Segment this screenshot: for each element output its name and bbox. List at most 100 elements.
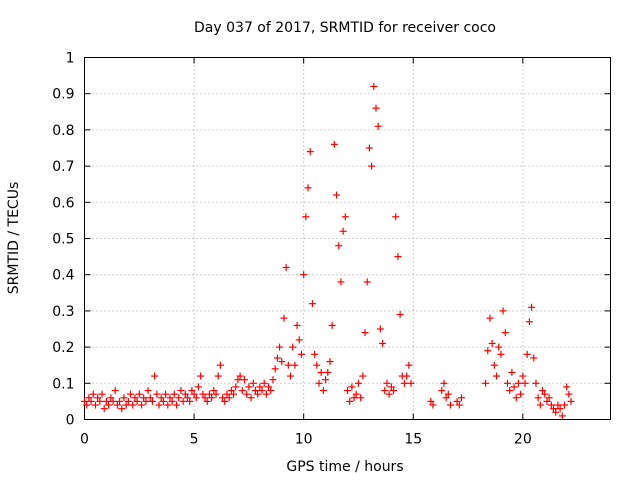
data-point xyxy=(153,390,161,398)
data-point xyxy=(352,390,360,398)
data-point xyxy=(140,394,148,402)
y-tick-label: 0.4 xyxy=(52,268,74,284)
data-point xyxy=(236,372,244,380)
data-point xyxy=(245,383,253,391)
data-point xyxy=(238,387,246,395)
x-tick-label: 10 xyxy=(295,432,313,448)
gridlines xyxy=(84,57,611,420)
data-point xyxy=(85,394,93,402)
y-tick-label: 0.8 xyxy=(52,123,74,139)
data-point xyxy=(155,401,163,409)
data-point xyxy=(148,397,156,405)
data-point xyxy=(532,379,540,387)
data-point xyxy=(486,314,494,322)
data-point xyxy=(94,394,102,402)
data-point xyxy=(179,397,187,405)
data-point xyxy=(396,311,404,319)
data-point xyxy=(523,350,531,358)
data-point xyxy=(291,361,299,369)
data-point xyxy=(243,390,251,398)
x-axis-title: GPS time / hours xyxy=(286,459,403,475)
data-point xyxy=(497,350,505,358)
data-point xyxy=(164,401,172,409)
data-point xyxy=(394,253,402,261)
data-point xyxy=(550,405,558,413)
chart-title: Day 037 of 2017, SRMTID for receiver coc… xyxy=(194,20,496,36)
data-point xyxy=(530,354,538,362)
data-point xyxy=(256,383,264,391)
data-point xyxy=(381,387,389,395)
data-point xyxy=(232,383,240,391)
data-point xyxy=(379,339,387,347)
data-point xyxy=(109,397,117,405)
data-point xyxy=(392,213,400,221)
data-point xyxy=(170,390,178,398)
data-point xyxy=(447,401,455,409)
data-point xyxy=(116,397,124,405)
data-point xyxy=(208,394,216,402)
data-point xyxy=(324,368,332,376)
data-point xyxy=(107,394,115,402)
data-point xyxy=(273,354,281,362)
data-point xyxy=(317,368,325,376)
data-point xyxy=(368,162,376,170)
data-point xyxy=(91,401,99,409)
data-point xyxy=(129,401,137,409)
y-axis-title: SRMTID / TECUs xyxy=(6,182,22,295)
data-point xyxy=(346,397,354,405)
data-point xyxy=(429,401,437,409)
data-point xyxy=(444,390,452,398)
data-point xyxy=(558,412,566,420)
data-point xyxy=(506,387,514,395)
data-point xyxy=(166,394,174,402)
data-point xyxy=(374,122,382,130)
data-point xyxy=(306,148,314,156)
data-point xyxy=(361,329,369,337)
data-point xyxy=(269,376,277,384)
data-point xyxy=(251,387,259,395)
data-point xyxy=(499,307,507,315)
data-point xyxy=(501,329,509,337)
data-point xyxy=(133,397,141,405)
data-point xyxy=(247,394,255,402)
data-point xyxy=(455,401,463,409)
data-point xyxy=(168,397,176,405)
data-point xyxy=(249,379,257,387)
data-point xyxy=(335,242,343,250)
data-point xyxy=(387,383,395,391)
x-tick-label: 5 xyxy=(190,432,199,448)
data-point xyxy=(556,405,564,413)
data-point xyxy=(181,390,189,398)
data-point xyxy=(354,379,362,387)
data-point xyxy=(567,397,575,405)
data-point xyxy=(219,394,227,402)
data-point xyxy=(563,383,571,391)
data-point xyxy=(300,271,308,279)
data-point xyxy=(440,379,448,387)
y-tick-label: 0.3 xyxy=(52,304,74,320)
data-point xyxy=(337,278,345,286)
data-point xyxy=(280,314,288,322)
data-point xyxy=(311,350,319,358)
data-point xyxy=(98,390,106,398)
data-point xyxy=(484,347,492,355)
y-tick-label: 0 xyxy=(66,413,75,429)
data-point xyxy=(407,379,415,387)
data-point xyxy=(289,343,297,351)
data-point xyxy=(83,401,91,409)
data-point xyxy=(390,387,398,395)
data-point xyxy=(319,387,327,395)
data-point xyxy=(258,387,266,395)
data-point xyxy=(287,372,295,380)
data-point xyxy=(339,227,347,235)
data-point xyxy=(315,379,323,387)
data-point xyxy=(370,82,378,90)
data-point xyxy=(276,343,284,351)
data-point xyxy=(225,394,233,402)
data-point xyxy=(293,321,301,329)
data-point xyxy=(146,394,154,402)
data-point xyxy=(552,408,560,416)
data-point xyxy=(223,390,231,398)
data-point xyxy=(87,397,95,405)
